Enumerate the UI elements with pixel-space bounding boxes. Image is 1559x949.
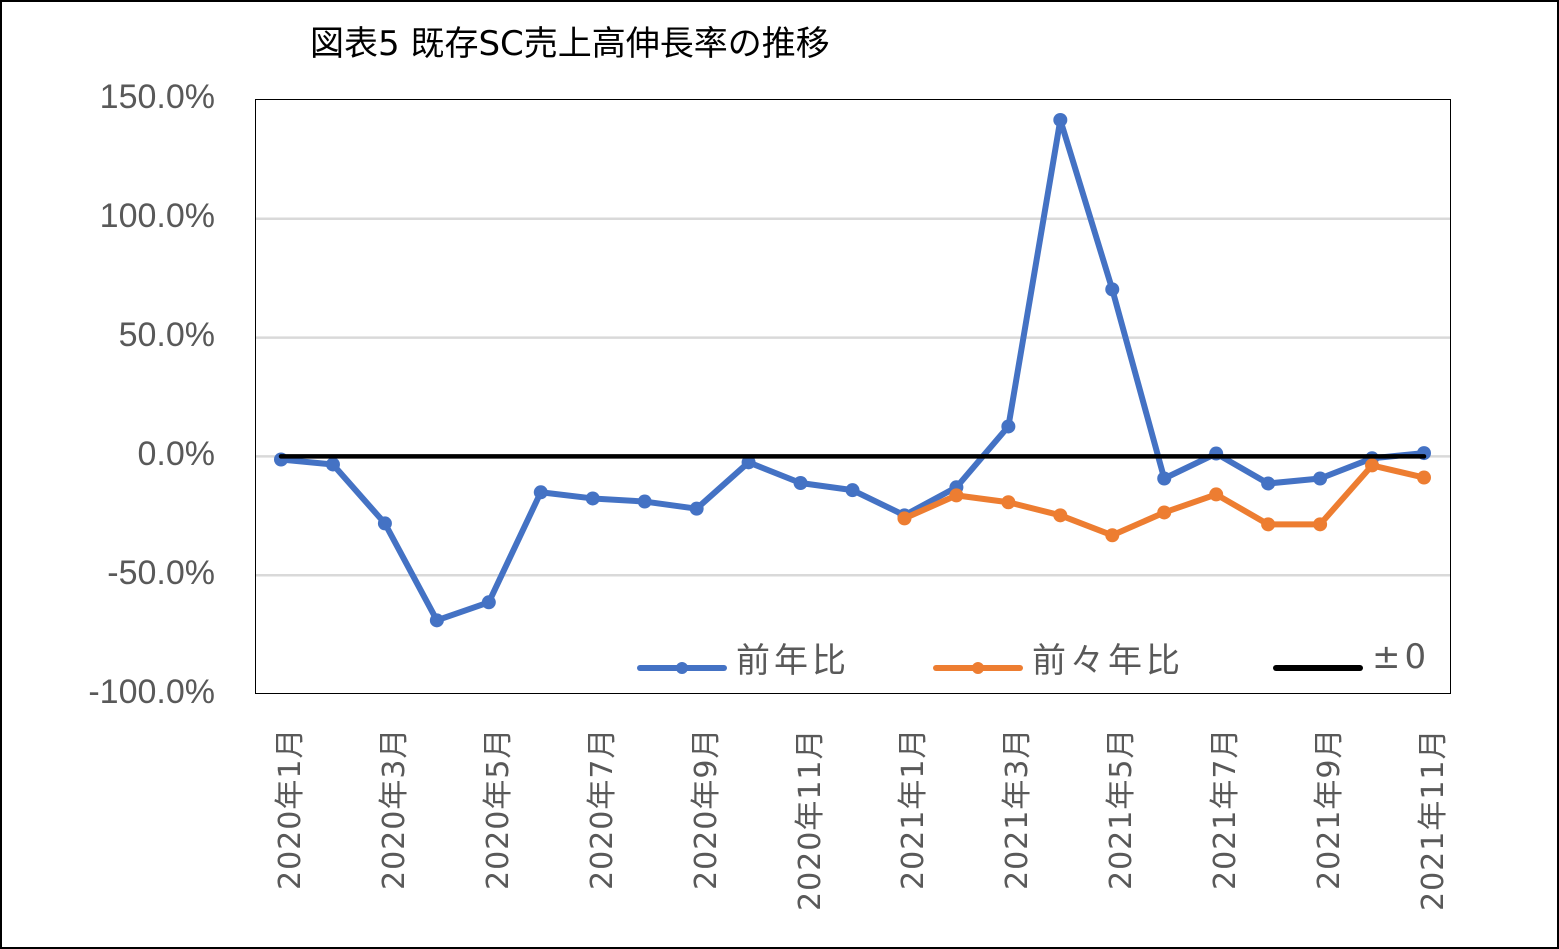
y-tick-label: 0.0%: [137, 435, 216, 473]
black-line-icon: [1272, 647, 1364, 671]
x-tick-label: 2020年3月: [376, 728, 412, 891]
data-point-marker: [897, 511, 912, 526]
data-point-marker: [1053, 112, 1068, 127]
data-point-marker: [585, 491, 600, 506]
data-point-marker: [845, 483, 860, 498]
plot-area: [255, 99, 1451, 694]
data-point-marker: [637, 494, 652, 509]
data-point-marker: [741, 455, 756, 470]
x-tick-label: 2021年9月: [1312, 728, 1348, 891]
data-point-marker: [689, 501, 704, 516]
data-point-marker: [1157, 505, 1172, 520]
series-year-over-year: [274, 112, 1431, 628]
data-point-marker: [793, 476, 808, 491]
data-point-marker: [1001, 495, 1016, 510]
data-point-marker: [1313, 517, 1328, 532]
data-point-marker: [1417, 470, 1431, 485]
data-point-marker: [1313, 471, 1328, 486]
legend-item-yoy: 前年比: [636, 633, 850, 682]
data-point-marker: [1001, 419, 1016, 434]
y-tick-label: -100.0%: [88, 673, 215, 711]
data-point-marker: [377, 516, 392, 531]
x-tick-label: 2021年3月: [1000, 728, 1036, 891]
data-point-marker: [1261, 476, 1276, 491]
data-point-marker: [1261, 517, 1276, 532]
x-tick-label: 2020年9月: [688, 728, 724, 891]
series-two-year-ratio: [897, 458, 1431, 543]
legend-label: 前々年比: [1032, 640, 1184, 681]
data-point-marker: [949, 488, 964, 503]
x-tick-label: 2021年11月: [1416, 728, 1451, 911]
x-tick-label: 2021年1月: [896, 728, 932, 891]
data-point-marker: [1157, 471, 1172, 486]
data-point-marker: [1365, 458, 1380, 473]
data-point-marker: [533, 485, 548, 500]
legend-label: 前年比: [736, 640, 850, 681]
orange-line-marker-icon: [932, 647, 1024, 674]
data-point-marker: [325, 457, 340, 472]
y-tick-label: 50.0%: [118, 316, 215, 354]
data-point-marker: [1105, 528, 1120, 543]
data-point-marker: [1209, 487, 1224, 502]
legend-item-zero: ±0: [1272, 637, 1430, 677]
x-tick-label: 2020年5月: [480, 728, 516, 891]
x-tick-label: 2021年7月: [1208, 728, 1244, 891]
data-point-marker: [1053, 508, 1068, 523]
data-point-marker: [1105, 282, 1120, 297]
y-tick-label: 100.0%: [99, 197, 215, 235]
legend-label: ±0: [1372, 637, 1431, 677]
legend-item-two-year: 前々年比: [932, 633, 1184, 682]
data-point-marker: [481, 595, 496, 610]
x-tick-label: 2020年7月: [584, 728, 620, 891]
y-tick-label: -50.0%: [107, 554, 215, 592]
x-tick-label: 2021年5月: [1104, 728, 1140, 891]
x-tick-label: 2020年1月: [273, 728, 308, 891]
data-point-marker: [429, 613, 444, 628]
blue-line-marker-icon: [636, 647, 728, 674]
y-tick-label: 150.0%: [99, 78, 215, 116]
chart-title: 図表5 既存SC売上高伸長率の推移: [310, 24, 830, 64]
x-tick-label: 2020年11月: [792, 728, 828, 911]
